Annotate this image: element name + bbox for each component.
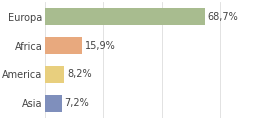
Bar bbox=[45, 66, 64, 83]
Bar bbox=[45, 8, 205, 25]
Text: 68,7%: 68,7% bbox=[208, 12, 239, 22]
Bar bbox=[45, 37, 82, 54]
Text: 8,2%: 8,2% bbox=[67, 69, 92, 79]
Text: 7,2%: 7,2% bbox=[65, 98, 89, 108]
Text: 15,9%: 15,9% bbox=[85, 41, 116, 51]
Bar bbox=[45, 95, 62, 112]
